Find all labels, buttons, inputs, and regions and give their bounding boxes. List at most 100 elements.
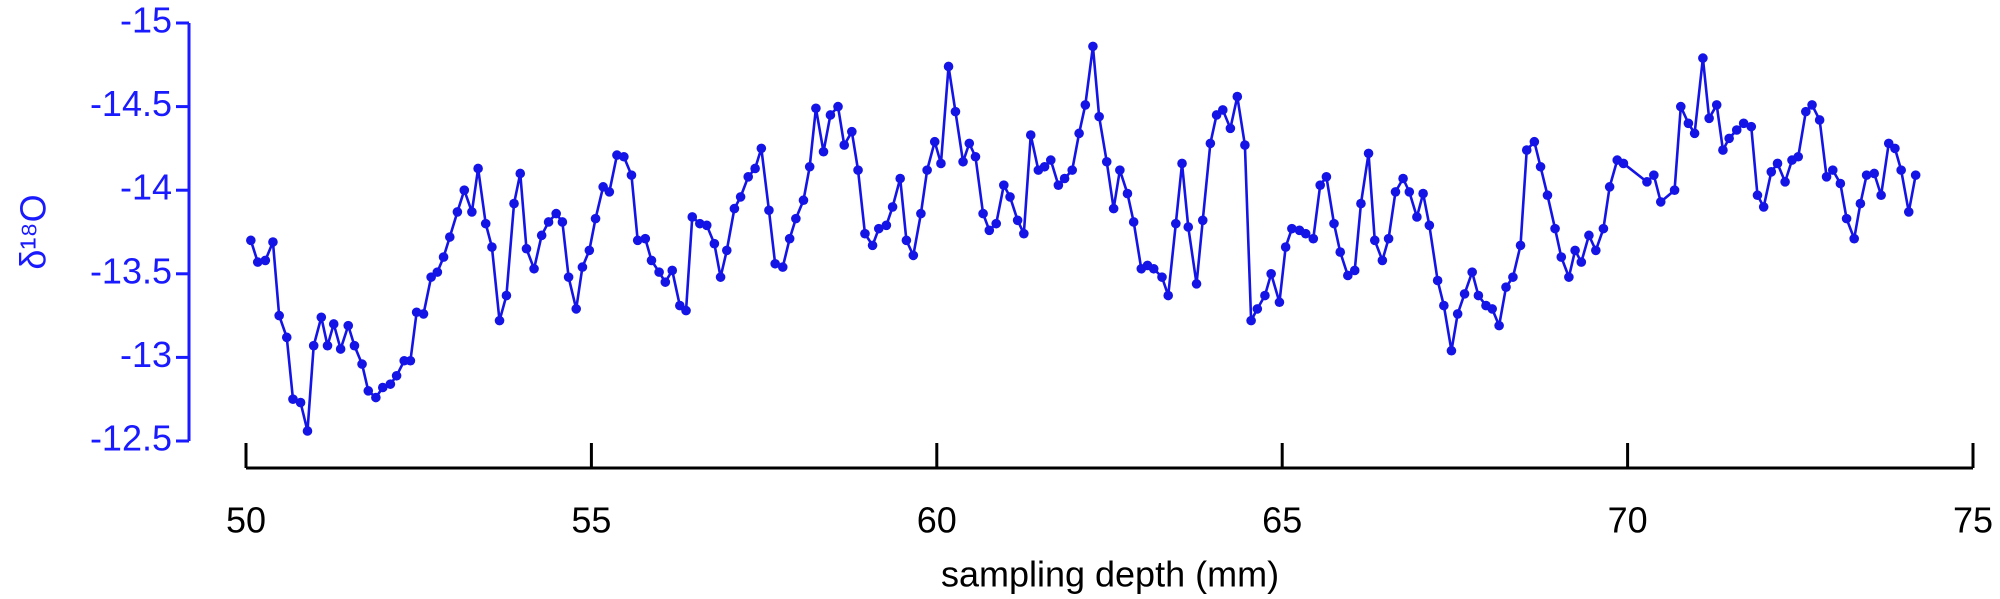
data-point: [908, 250, 919, 261]
data-point: [1025, 130, 1036, 140]
data-point: [1205, 138, 1216, 149]
data-point: [1418, 188, 1428, 199]
data-point: [1849, 233, 1859, 244]
data-point: [1642, 177, 1652, 187]
data-point: [288, 394, 298, 405]
data-point: [1252, 304, 1263, 314]
data-point: [551, 208, 561, 219]
data-point: [640, 233, 651, 244]
data-point: [1835, 178, 1846, 189]
data-point: [743, 172, 754, 182]
data-point: [302, 426, 313, 436]
data-point: [308, 340, 319, 351]
data-point: [984, 225, 995, 236]
data-point: [1148, 263, 1159, 274]
data-point: [729, 203, 740, 214]
data-point: [1088, 41, 1098, 52]
data-point: [1855, 198, 1866, 209]
data-point: [1171, 218, 1181, 229]
data-point: [1738, 118, 1749, 129]
data-point: [978, 208, 988, 219]
data-point: [1163, 290, 1174, 301]
data-point: [536, 230, 547, 241]
y-tick-label: -14.5: [90, 83, 172, 124]
data-point: [405, 355, 416, 366]
data-point: [328, 319, 339, 329]
data-point: [467, 207, 477, 217]
data-point: [1280, 242, 1291, 252]
data-point: [1890, 143, 1900, 154]
data-point: [1157, 272, 1167, 282]
data-point: [626, 170, 637, 180]
x-tick-label: 50: [226, 500, 266, 541]
data-point: [444, 232, 455, 242]
data-point: [1005, 192, 1015, 202]
data-point: [557, 217, 568, 227]
data-point: [1074, 128, 1084, 139]
x-tick-label: 60: [917, 500, 957, 541]
data-point: [654, 267, 664, 277]
data-point: [1287, 223, 1297, 234]
x-tick-label: 65: [1262, 500, 1302, 541]
data-point: [590, 213, 601, 224]
data-point: [1225, 123, 1236, 134]
data-point: [715, 272, 726, 282]
data-point: [459, 185, 470, 195]
data-point: [936, 158, 946, 169]
data-point: [847, 126, 857, 137]
data-point: [1012, 215, 1023, 226]
data-point: [619, 151, 629, 162]
data-point: [1053, 180, 1064, 190]
data-point: [1669, 185, 1680, 195]
y-tick-label: -13.5: [90, 250, 172, 291]
data-point: [895, 173, 905, 184]
data-point: [1128, 217, 1139, 227]
data-point: [701, 220, 712, 231]
data-point: [1584, 230, 1594, 241]
data-point: [1356, 198, 1366, 209]
data-point: [1432, 275, 1443, 286]
data-point: [529, 263, 539, 274]
data-point: [825, 110, 836, 120]
data-point: [363, 386, 374, 396]
data-point: [246, 235, 256, 246]
data-point: [432, 267, 443, 277]
data-point: [1274, 297, 1285, 308]
data-point: [1766, 167, 1777, 177]
data-point: [1550, 223, 1560, 234]
data-point: [839, 140, 850, 150]
data-point: [1508, 272, 1518, 282]
data-point: [929, 136, 940, 147]
data-point: [867, 240, 878, 251]
data-point: [1177, 158, 1187, 169]
data-point: [274, 310, 284, 321]
data-point: [1343, 270, 1353, 281]
data-point: [1542, 190, 1553, 201]
data-point: [385, 379, 396, 389]
data-point: [770, 258, 780, 269]
data-point: [1604, 182, 1615, 192]
data-point: [1515, 240, 1526, 251]
data-point: [1349, 265, 1360, 276]
data-point: [1404, 187, 1415, 197]
data-point: [1598, 223, 1609, 234]
data-point: [480, 218, 491, 229]
data-point: [1246, 315, 1256, 326]
data-point: [860, 228, 870, 239]
data-point: [964, 138, 975, 149]
data-point: [1814, 115, 1825, 125]
data-point: [1564, 272, 1574, 282]
data-point: [1446, 345, 1457, 356]
data-point: [777, 262, 788, 272]
data-point: [509, 198, 519, 209]
data-point: [322, 340, 333, 351]
data-point: [1683, 118, 1694, 129]
data-point: [1191, 279, 1202, 289]
data-point: [473, 163, 483, 174]
data-point: [1217, 105, 1228, 115]
data-point: [1067, 165, 1077, 175]
data-point: [1869, 168, 1880, 179]
data-point: [1711, 100, 1722, 110]
data-point: [1780, 177, 1790, 187]
